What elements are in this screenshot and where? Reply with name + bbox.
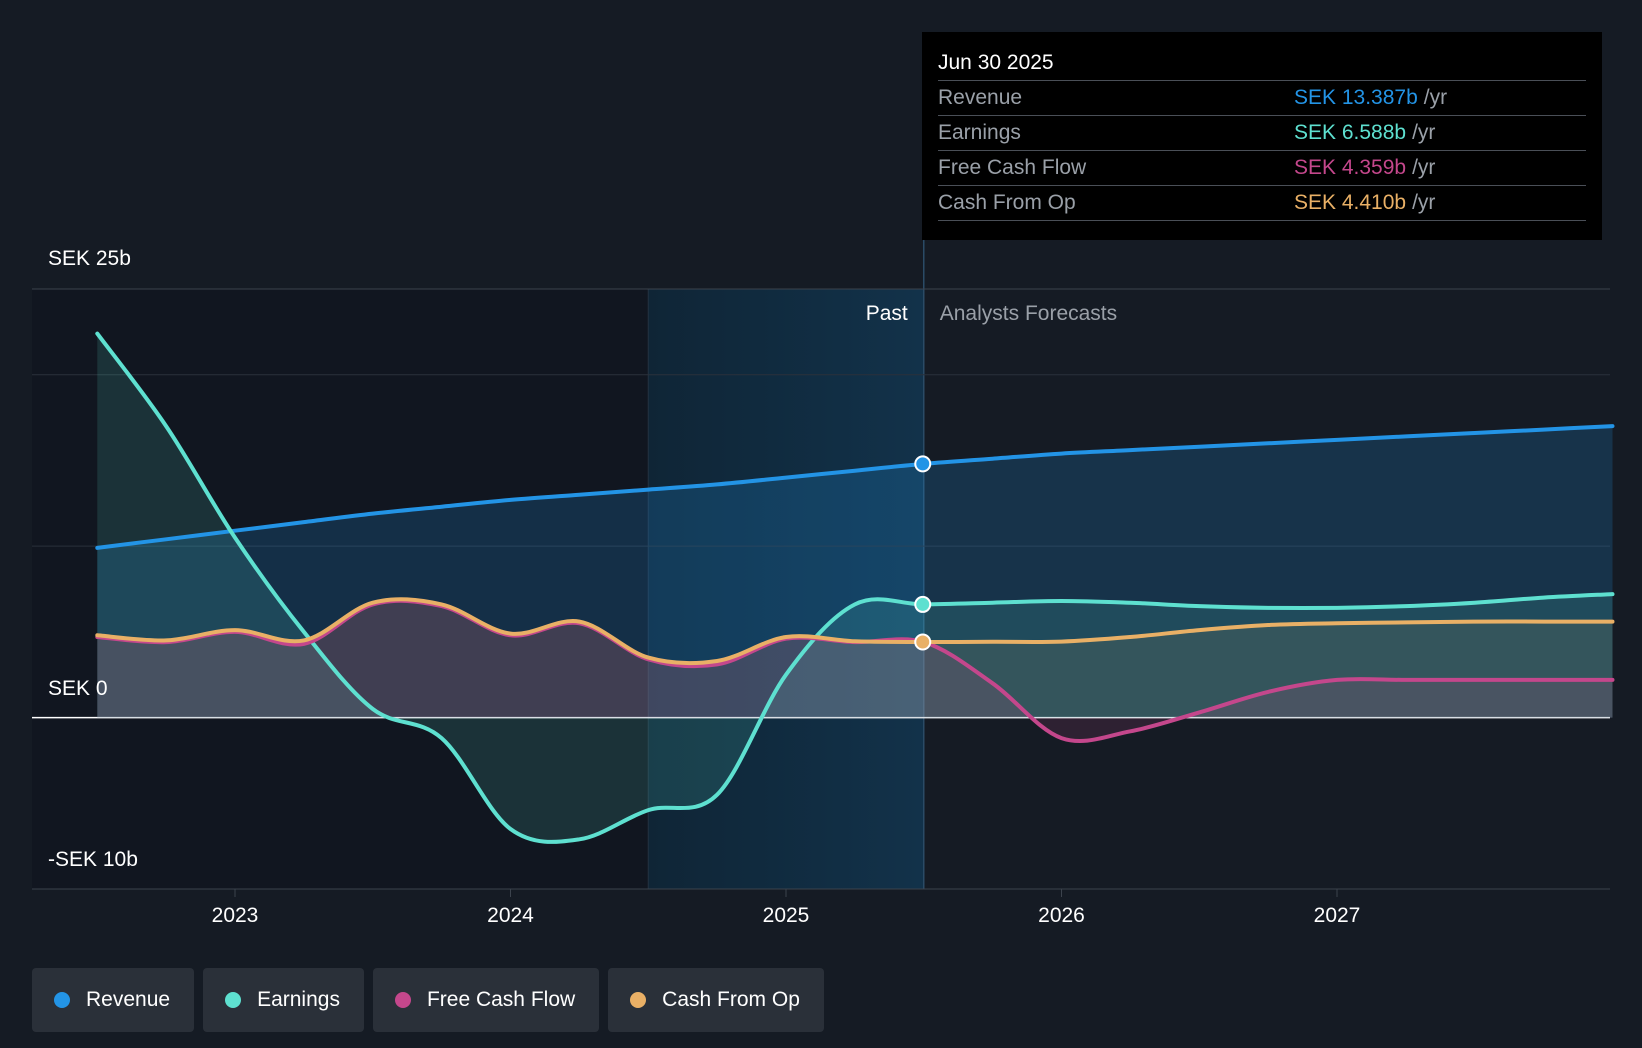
legend-dot-icon [54,992,70,1008]
legend-item-free-cash-flow[interactable]: Free Cash Flow [372,968,600,1032]
tooltip-row-free-cash-flow: Free Cash Flow SEK 4.359b /yr [938,150,1586,185]
line-cash-from-op [95,597,1615,666]
x-tick-label: 2023 [212,904,259,927]
x-tick-label: 2027 [1314,904,1361,927]
y-axis-label: SEK 25b [48,247,131,270]
tooltip-unit: /yr [1423,86,1448,109]
y-axis-label: -SEK 10b [48,848,138,871]
tooltip-value: SEK 13.387b [1294,86,1418,109]
legend-dot-icon [225,992,242,1008]
tooltip-value: SEK 6.588b [1294,121,1407,144]
forecast-label: Analysts Forecasts [940,302,1117,325]
tooltip-row-earnings: Earnings SEK 6.588b /yr [938,115,1586,150]
x-tick-label: 2025 [763,904,810,927]
tooltip-unit: /yr [1412,156,1436,179]
tooltip-label: Free Cash Flow [938,156,1087,179]
legend-label: Free Cash Flow [426,988,576,1011]
legend-label: Earnings [257,988,340,1011]
tooltip-unit: /yr [1412,191,1436,214]
legend-item-earnings[interactable]: Earnings [203,968,364,1032]
tooltip-label: Cash From Op [938,191,1076,214]
x-tick-label: 2024 [487,904,534,927]
marker-revenue [914,455,932,473]
tooltip-date: Jun 30 2025 [938,51,1054,74]
past-label: Past [866,302,908,325]
plot-background [32,240,925,889]
x-tick-label: 2026 [1038,904,1085,927]
legend-item-revenue[interactable]: Revenue [32,968,195,1032]
tooltip-row-revenue: Revenue SEK 13.387b /yr [938,80,1586,115]
series-areas [97,333,1613,842]
tooltip-value: SEK 4.410b [1294,191,1407,214]
tooltip: Jun 30 2025 Revenue SEK 13.387b /yr Earn… [922,32,1602,240]
line-revenue [95,424,1615,550]
marker-cash-from-op [914,633,932,651]
legend-label: Cash From Op [662,988,800,1011]
legend: Revenue Earnings Free Cash Flow Cash Fro… [32,968,824,1032]
legend-dot-icon [630,992,647,1008]
y-axis-label: SEK 0 [48,677,108,700]
marker-earnings [914,595,932,613]
grid [32,288,1610,890]
hover-markers [914,455,932,651]
legend-item-cash-from-op[interactable]: Cash From Op [608,968,824,1032]
tooltip-label: Earnings [938,121,1021,144]
area-earnings [97,333,1613,842]
tooltip-unit: /yr [1412,121,1436,144]
tooltip-row-cash-from-op: Cash From Op SEK 4.410b /yr [938,185,1586,221]
line-earnings [95,331,1615,844]
tooltip-value: SEK 4.359b [1294,156,1407,179]
tooltip-label: Revenue [938,86,1023,109]
series-lines [95,331,1615,844]
area-revenue [97,426,1613,718]
axis-labels: SEK 25b SEK 0 -SEK 10b 2023 2024 2025 2026 2027… [48,247,1360,927]
history-region [32,289,649,889]
area-free-cash-flow [97,600,1613,742]
past-region [648,289,924,889]
legend-dot-icon [394,992,411,1008]
legend-label: Revenue [86,988,171,1011]
